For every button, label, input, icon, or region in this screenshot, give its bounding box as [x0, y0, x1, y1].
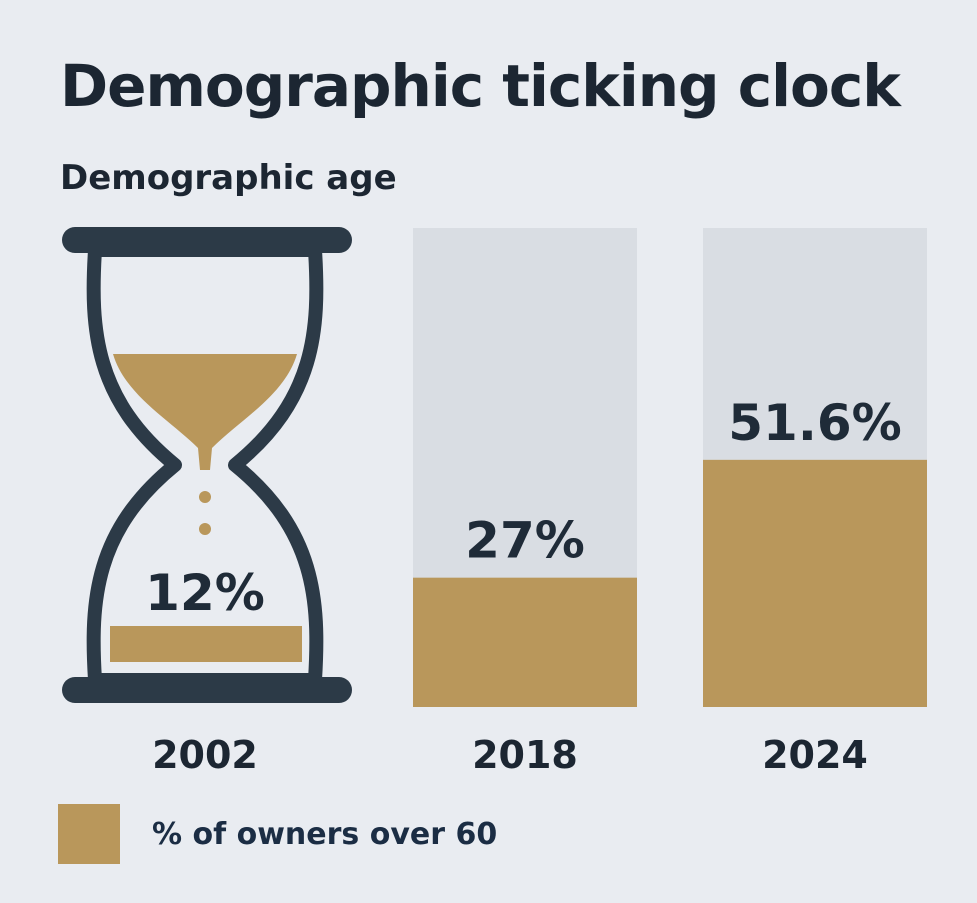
value-label-2024: 51.6% [728, 394, 901, 452]
chart-title: Demographic ticking clock [60, 52, 901, 120]
bar-2018 [413, 577, 637, 707]
legend-swatch [58, 804, 120, 864]
year-label-2024: 2024 [762, 733, 868, 777]
sand-dot [199, 523, 211, 535]
value-label-2018: 27% [465, 512, 585, 570]
hourglass-bottom-cap [62, 677, 352, 703]
sand-dot [199, 491, 211, 503]
legend-label: % of owners over 60 [152, 816, 498, 852]
chart-subtitle: Demographic age [60, 158, 397, 198]
bar-2024 [703, 459, 927, 707]
year-label-2002: 2002 [152, 733, 258, 777]
year-label-2018: 2018 [472, 733, 578, 777]
hourglass-top-sand [113, 354, 297, 470]
hourglass-top-cap [62, 227, 352, 253]
legend: % of owners over 60 [58, 804, 497, 864]
bar-2002 [110, 626, 302, 662]
value-label-2002: 12% [145, 564, 265, 622]
